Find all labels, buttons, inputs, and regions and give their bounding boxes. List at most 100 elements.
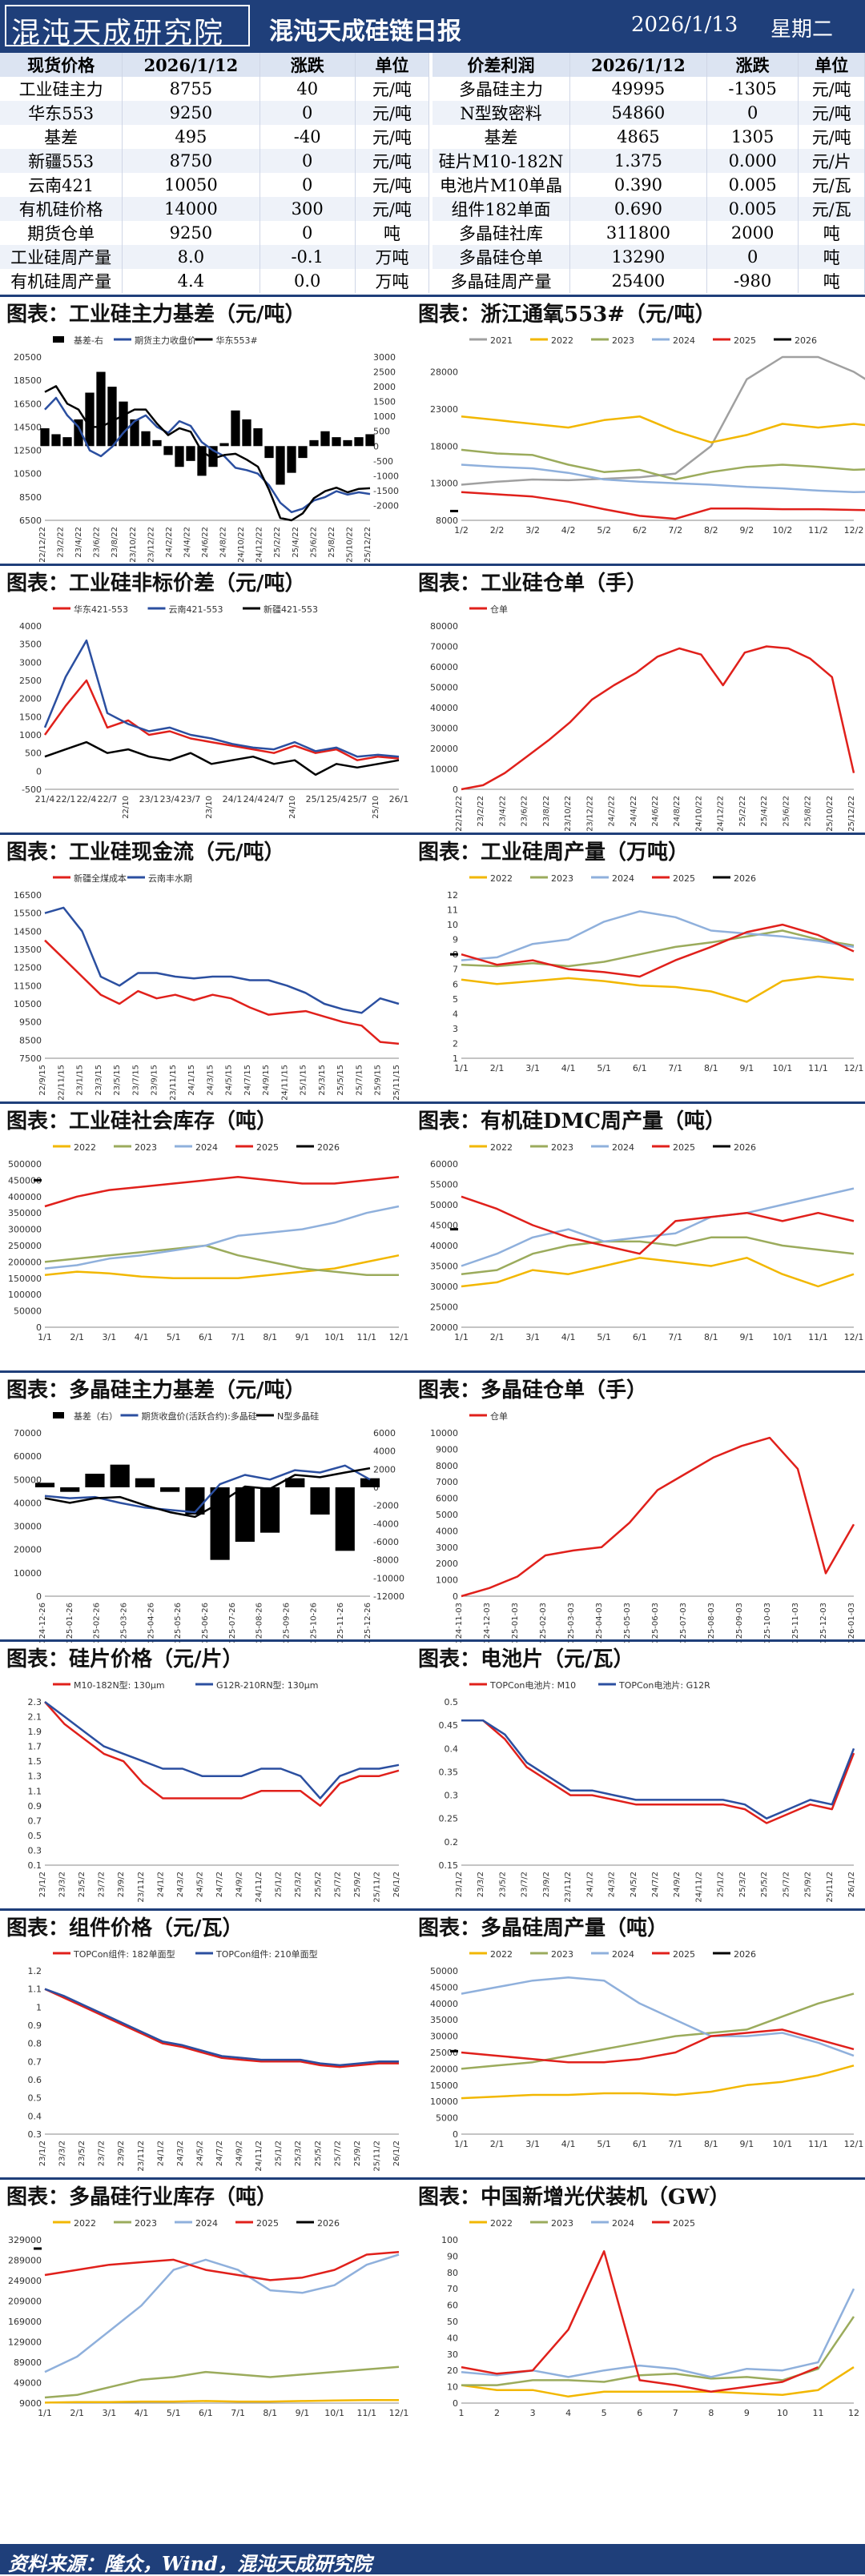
series-line-c14-3 [461,2028,855,2064]
x-tick-label-c6-0: 1/1 [454,1063,469,1073]
x-tick-label-c12-3: 23/7/2 [521,1872,529,1897]
x-tick-label-c1-4: 23/8/22 [111,527,119,558]
bar-c9-2 [85,1474,105,1487]
spread-cell: -980 [706,269,799,293]
x-tick-label-c1-16: 25/8/22 [328,527,336,558]
series-line-c1-2 [44,385,371,522]
x-tick-label-c8-5: 6/1 [633,1332,647,1342]
y-tick-label-c10-8: 8000 [436,1461,458,1471]
legend-item-c8-4: 2026 [713,1142,756,1153]
spread-cell: 元/片 [798,149,865,173]
y-tick-label-c10-3: 3000 [436,1543,458,1553]
x-tick-label-c7-3: 4/1 [135,1332,149,1342]
bar-c1-8 [130,419,139,447]
legend-item-c8-3: 2025 [652,1142,695,1153]
x-tick-label-c15-0: 1/1 [38,2408,52,2418]
spread-cell: 1.375 [569,149,707,173]
x-tick-label-c13-9: 24/7/2 [215,2141,224,2166]
y-tick-label-c8-1: 25000 [430,1302,458,1313]
y-tick-label-c14-1: 5000 [436,2113,458,2124]
spread-cell: 54860 [569,101,707,125]
x-tick-label-c5-19: 25/11/15 [392,1065,401,1101]
y-tick-label-c15-5: 209000 [8,2297,42,2307]
y-tick-label-c13-5: 0.8 [28,2039,42,2049]
legend-item-c2-3: 2024 [652,335,695,346]
table-row: 多晶硅社库 311800 2000 吨 [432,221,865,245]
x-tick-label-c10-11: 2025-10-03 [763,1603,772,1643]
x-tick-label-c13-17: 25/11/2 [372,2141,381,2172]
x-tick-label-c9-9: 2025-09-26 [283,1603,292,1643]
series-line-c2-0 [461,355,865,486]
legend-label-c2-2: 2023 [612,335,634,346]
legend-item-c15-3: 2025 [235,2218,279,2229]
y-tick-label-c9-2: 20000 [14,1545,42,1555]
y-tick-label-c4-6: 60000 [430,662,458,672]
spot-cell: 0 [260,149,356,173]
bar-c9-11 [310,1487,330,1515]
y-tick-label-c1-7: 20500 [14,352,42,363]
y-tick-label-c10-1: 1000 [436,1575,458,1586]
legend-label-c16-0: 2022 [490,2218,513,2229]
x-tick-label-c11-10: 24/9/2 [235,1872,244,1897]
legend-item-c15-0: 2022 [53,2218,96,2229]
x-tick-label-c3-6: 23/4 [160,794,180,804]
y-tick-label-c14-9: 45000 [430,1982,458,1992]
x-tick-label-c1-17: 25/10/22 [345,527,354,563]
x-tick-label-c4-6: 23/12/22 [585,796,594,832]
legend-label-c5-1: 云南丰水期 [148,873,192,884]
legend-item-c6-3: 2025 [652,873,695,884]
y-tick-label-c16-7: 70 [447,2284,458,2294]
bar-c1-23 [298,446,308,459]
x-tick-label-c16-7: 8 [708,2408,714,2418]
company-logo: 混沌天成研究院 [5,5,250,50]
y-tick-label-c11-10: 2.1 [28,1712,42,1723]
x-tick-label-c8-8: 9/1 [740,1332,754,1342]
y-tick-label-c6-11: 12 [447,890,458,901]
legend-item-c4-0: 仓单 [469,604,508,615]
chart-c4: 仓单 0 10000 20000 30000 40000 50000 60000 70000 80… [416,599,865,836]
y-tick-label-c13-6: 0.9 [28,2020,42,2031]
chart-c15: 2022 2023 2024 2025 2026 9000 49000 89000 129000… [0,2213,410,2450]
x-tick-label-c2-2: 3/2 [525,525,540,536]
y-tick-label-c16-9: 90 [447,2251,458,2261]
legend-item-c5-1: 云南丰水期 [127,873,192,884]
spot-cell: 8755 [122,77,260,101]
spot-cell: 元/吨 [355,101,430,125]
x-tick-label-c4-9: 24/6/22 [651,796,660,827]
legend-item-c15-1: 2023 [114,2218,157,2229]
report-title: 混沌天成硅链日报 [269,18,461,46]
spot-cell: 元/吨 [355,197,430,221]
x-tick-label-c15-2: 3/1 [103,2408,117,2418]
legend-label-c13-1: TOPCon组件: 210单面型 [215,1948,318,1960]
x-tick-label-c12-6: 24/1/2 [585,1872,594,1897]
legend-item-c15-2: 2024 [175,2218,218,2229]
x-tick-label-c4-10: 24/8/22 [673,796,682,827]
x-tick-label-c5-4: 23/5/15 [113,1065,122,1096]
x-tick-label-c1-15: 25/6/22 [309,527,318,558]
legend-item-c6-0: 2022 [469,873,513,884]
y-tick-label-c9-7: 70000 [14,1428,42,1438]
chart-title-c10: 图表：多晶硅仓单（手） [418,1378,648,1402]
legend-item-c8-1: 2023 [530,1142,573,1153]
legend-item-c8-0: 2022 [469,1142,513,1153]
y-tick-label-c6-10: 11 [447,905,458,916]
x-tick-label-c12-5: 23/11/2 [564,1872,573,1903]
table-row: 期货仓单 9250 0 吨 [0,221,430,245]
chart-c1: 基差-右 期货主力收盘价 华东553# 6500 8500 10500 12500 14500… [0,330,410,567]
spread-cell: 0 [706,101,799,125]
x-tick-label-c12-16: 25/9/2 [804,1872,813,1897]
x-tick-label-c2-3: 4/2 [561,525,576,536]
x-tick-label-c11-9: 24/7/2 [215,1872,224,1897]
x-tick-label-c5-13: 24/11/15 [280,1065,289,1101]
legend-item-c7-4: 2026 [296,1142,340,1153]
x-tick-label-c8-3: 4/1 [561,1332,576,1342]
x-tick-label-c6-4: 5/1 [597,1063,611,1073]
x-tick-label-c3-1: 22/1 [56,794,76,804]
y-tick-label-c4-0: 0 [453,784,458,795]
chart-c3: 华东421-553 云南421-553 新疆421-553 -500 0 500 1000 1… [0,599,410,836]
x-tick-label-c2-6: 7/2 [668,525,682,536]
series-line-c6-2 [461,910,855,961]
y-tick-label-c14-5: 25000 [430,2048,458,2058]
x-tick-label-c13-6: 24/1/2 [156,2141,165,2166]
series-line-c13-1 [44,1988,399,2067]
